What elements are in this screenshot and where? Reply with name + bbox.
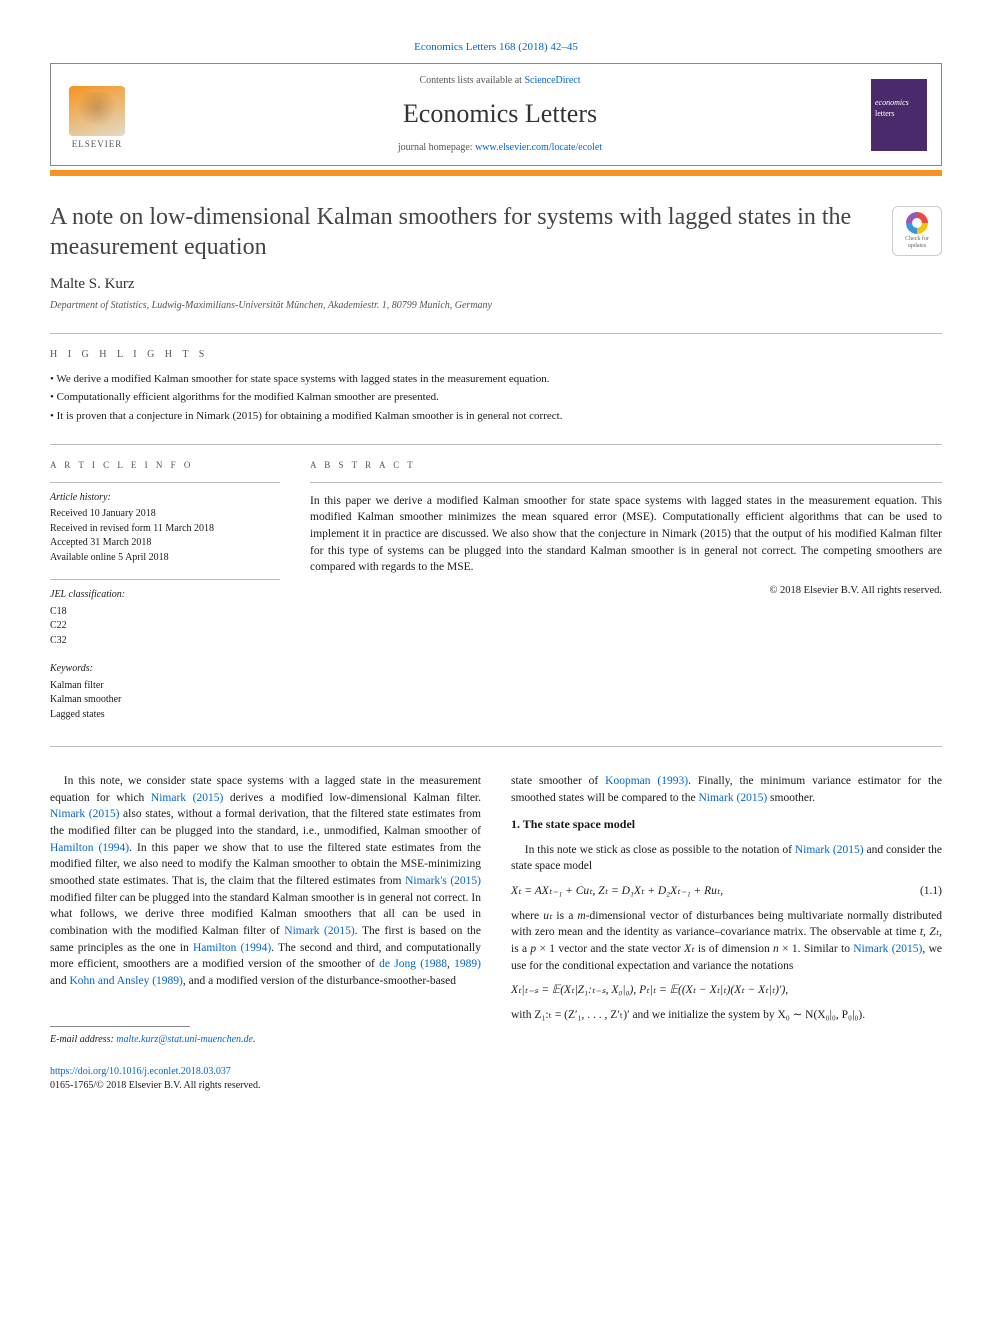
title-row: A note on low-dimensional Kalman smoothe…	[50, 202, 942, 313]
cover-line2: letters	[875, 108, 923, 119]
page: Economics Letters 168 (2018) 42–45 ELSEV…	[0, 0, 992, 1133]
body-col-left: In this note, we consider state space sy…	[50, 773, 481, 1047]
intro-paragraph: In this note, we consider state space sy…	[50, 773, 481, 990]
ref-link[interactable]: Koopman (1993)	[605, 775, 688, 787]
highlight-item: It is proven that a conjecture in Nimark…	[50, 409, 942, 424]
ref-link[interactable]: Kohn and Ansley (1989)	[69, 975, 182, 987]
section-1-title: 1. The state space model	[511, 816, 942, 833]
contents-line: Contents lists available at ScienceDirec…	[143, 74, 857, 88]
abstract-heading: a b s t r a c t	[310, 459, 942, 472]
keyword: Lagged states	[50, 708, 280, 723]
body-columns: In this note, we consider state space sy…	[50, 773, 942, 1047]
ref-link[interactable]: Nimark (2015)	[853, 943, 922, 955]
jel-code: C22	[50, 619, 280, 634]
crossmark-line2: updates	[908, 243, 926, 249]
header-center: Contents lists available at ScienceDirec…	[143, 74, 857, 154]
title-block: A note on low-dimensional Kalman smoothe…	[50, 202, 878, 313]
section-1-p3: with Z₁:ₜ = (Z′₁, . . . , Z′ₜ)′ and we i…	[511, 1007, 942, 1024]
journal-header: ELSEVIER Contents lists available at Sci…	[50, 63, 942, 165]
journal-cover-thumb: economics letters	[871, 79, 927, 151]
homepage-link[interactable]: www.elsevier.com/locate/ecolet	[475, 142, 602, 153]
publisher-name: ELSEVIER	[72, 138, 123, 151]
crossmark-label: Check for updates	[905, 236, 929, 249]
section-1-p2: where uₜ is a m-dimensional vector of di…	[511, 908, 942, 975]
crossmark-icon	[906, 212, 928, 234]
section-1-p1: In this note we stick as close as possib…	[511, 842, 942, 875]
jel-code: C18	[50, 605, 280, 620]
footnote: E-mail address: malte.kurz@stat.uni-muen…	[50, 1033, 481, 1048]
ref-link[interactable]: Nimark (2015)	[698, 792, 767, 804]
separator	[50, 444, 942, 445]
jel-code: C32	[50, 634, 280, 649]
eq-body: Xₜ = AXₜ₋₁ + Cuₜ, Zₜ = D₁Xₜ + D₂Xₜ₋₁ + R…	[511, 883, 723, 900]
equation-2: Xₜ|ₜ₋ₛ = 𝔼(Xₜ|Z₁:ₜ₋ₛ, X₀|₀), Pₜ|ₜ = 𝔼((X…	[511, 982, 942, 999]
sciencedirect-link[interactable]: ScienceDirect	[524, 75, 580, 86]
homepage-line: journal homepage: www.elsevier.com/locat…	[143, 141, 857, 155]
jel-block: JEL classification: C18 C22 C32	[50, 588, 280, 648]
highlight-item: Computationally efficient algorithms for…	[50, 390, 942, 405]
publisher-logo: ELSEVIER	[65, 79, 129, 151]
abstract-copyright: © 2018 Elsevier B.V. All rights reserved…	[310, 584, 942, 599]
highlight-item: We derive a modified Kalman smoother for…	[50, 372, 942, 387]
crossmark-line1: Check for	[905, 236, 929, 242]
page-footer: https://doi.org/10.1016/j.econlet.2018.0…	[50, 1065, 942, 1093]
author-email-link[interactable]: malte.kurz@stat.uni-muenchen.de	[116, 1034, 253, 1045]
history-line: Received 10 January 2018	[50, 507, 280, 522]
eq-body: Xₜ|ₜ₋ₛ = 𝔼(Xₜ|Z₁:ₜ₋ₛ, X₀|₀), Pₜ|ₜ = 𝔼((X…	[511, 982, 788, 999]
footnote-label: E-mail address:	[50, 1034, 114, 1045]
body-col-right: state smoother of Koopman (1993). Finall…	[511, 773, 942, 1047]
journal-name: Economics Letters	[143, 96, 857, 132]
history-line: Received in revised form 11 March 2018	[50, 522, 280, 537]
article-history: Article history: Received 10 January 201…	[50, 491, 280, 566]
ref-link[interactable]: de Jong (1988	[379, 958, 447, 970]
accent-bar	[50, 170, 942, 176]
history-label: Article history:	[50, 491, 280, 506]
contents-prefix: Contents lists available at	[419, 75, 524, 86]
homepage-prefix: journal homepage:	[398, 142, 475, 153]
ref-link[interactable]: Nimark (2015)	[795, 844, 864, 856]
ref-link[interactable]: Nimark (2015)	[50, 808, 119, 820]
abstract: a b s t r a c t In this paper we derive …	[310, 459, 942, 736]
ref-link[interactable]: 1989)	[454, 958, 481, 970]
jel-label: JEL classification:	[50, 588, 280, 603]
doi-link[interactable]: https://doi.org/10.1016/j.econlet.2018.0…	[50, 1066, 231, 1077]
separator	[50, 333, 942, 334]
equation-1: Xₜ = AXₜ₋₁ + Cuₜ, Zₜ = D₁Xₜ + D₂Xₜ₋₁ + R…	[511, 883, 942, 900]
article-info-heading: a r t i c l e i n f o	[50, 459, 280, 472]
ref-link[interactable]: Hamilton (1994)	[50, 842, 129, 854]
ref + link[interactable]: Nimark (2015)	[284, 925, 354, 937]
highlights-heading: h i g h l i g h t s	[50, 348, 942, 362]
info-abstract-row: a r t i c l e i n f o Article history: R…	[50, 459, 942, 736]
history-line: Available online 5 April 2018	[50, 551, 280, 566]
keywords-block: Keywords: Kalman filter Kalman smoother …	[50, 662, 280, 722]
elsevier-tree-icon	[69, 86, 125, 136]
journal-citation: Economics Letters 168 (2018) 42–45	[50, 40, 942, 55]
crossmark-badge[interactable]: Check for updates	[892, 206, 942, 256]
cover-line1: economics	[875, 97, 923, 108]
issn-copyright: 0165-1765/© 2018 Elsevier B.V. All right…	[50, 1080, 260, 1091]
footnote-separator	[50, 1026, 190, 1027]
ref-link[interactable]: Nimark's (2015)	[405, 875, 481, 887]
separator	[50, 482, 280, 483]
article-info: a r t i c l e i n f o Article history: R…	[50, 459, 280, 736]
affiliation: Department of Statistics, Ludwig-Maximil…	[50, 299, 878, 313]
keywords-label: Keywords:	[50, 662, 280, 677]
separator	[50, 579, 280, 580]
abstract-text: In this paper we derive a modified Kalma…	[310, 493, 942, 576]
highlights-list: We derive a modified Kalman smoother for…	[50, 372, 942, 424]
keyword: Kalman smoother	[50, 693, 280, 708]
separator	[310, 482, 942, 483]
author: Malte S. Kurz	[50, 274, 878, 295]
keyword: Kalman filter	[50, 679, 280, 694]
paper-title: A note on low-dimensional Kalman smoothe…	[50, 202, 878, 262]
history-line: Accepted 31 March 2018	[50, 536, 280, 551]
ref-link[interactable]: Hamilton (1994)	[193, 942, 271, 954]
eq-number: (1.1)	[920, 883, 942, 900]
ref-link[interactable]: Nimark (2015)	[151, 792, 223, 804]
intro-paragraph-cont: state smoother of Koopman (1993). Finall…	[511, 773, 942, 806]
separator	[50, 746, 942, 747]
